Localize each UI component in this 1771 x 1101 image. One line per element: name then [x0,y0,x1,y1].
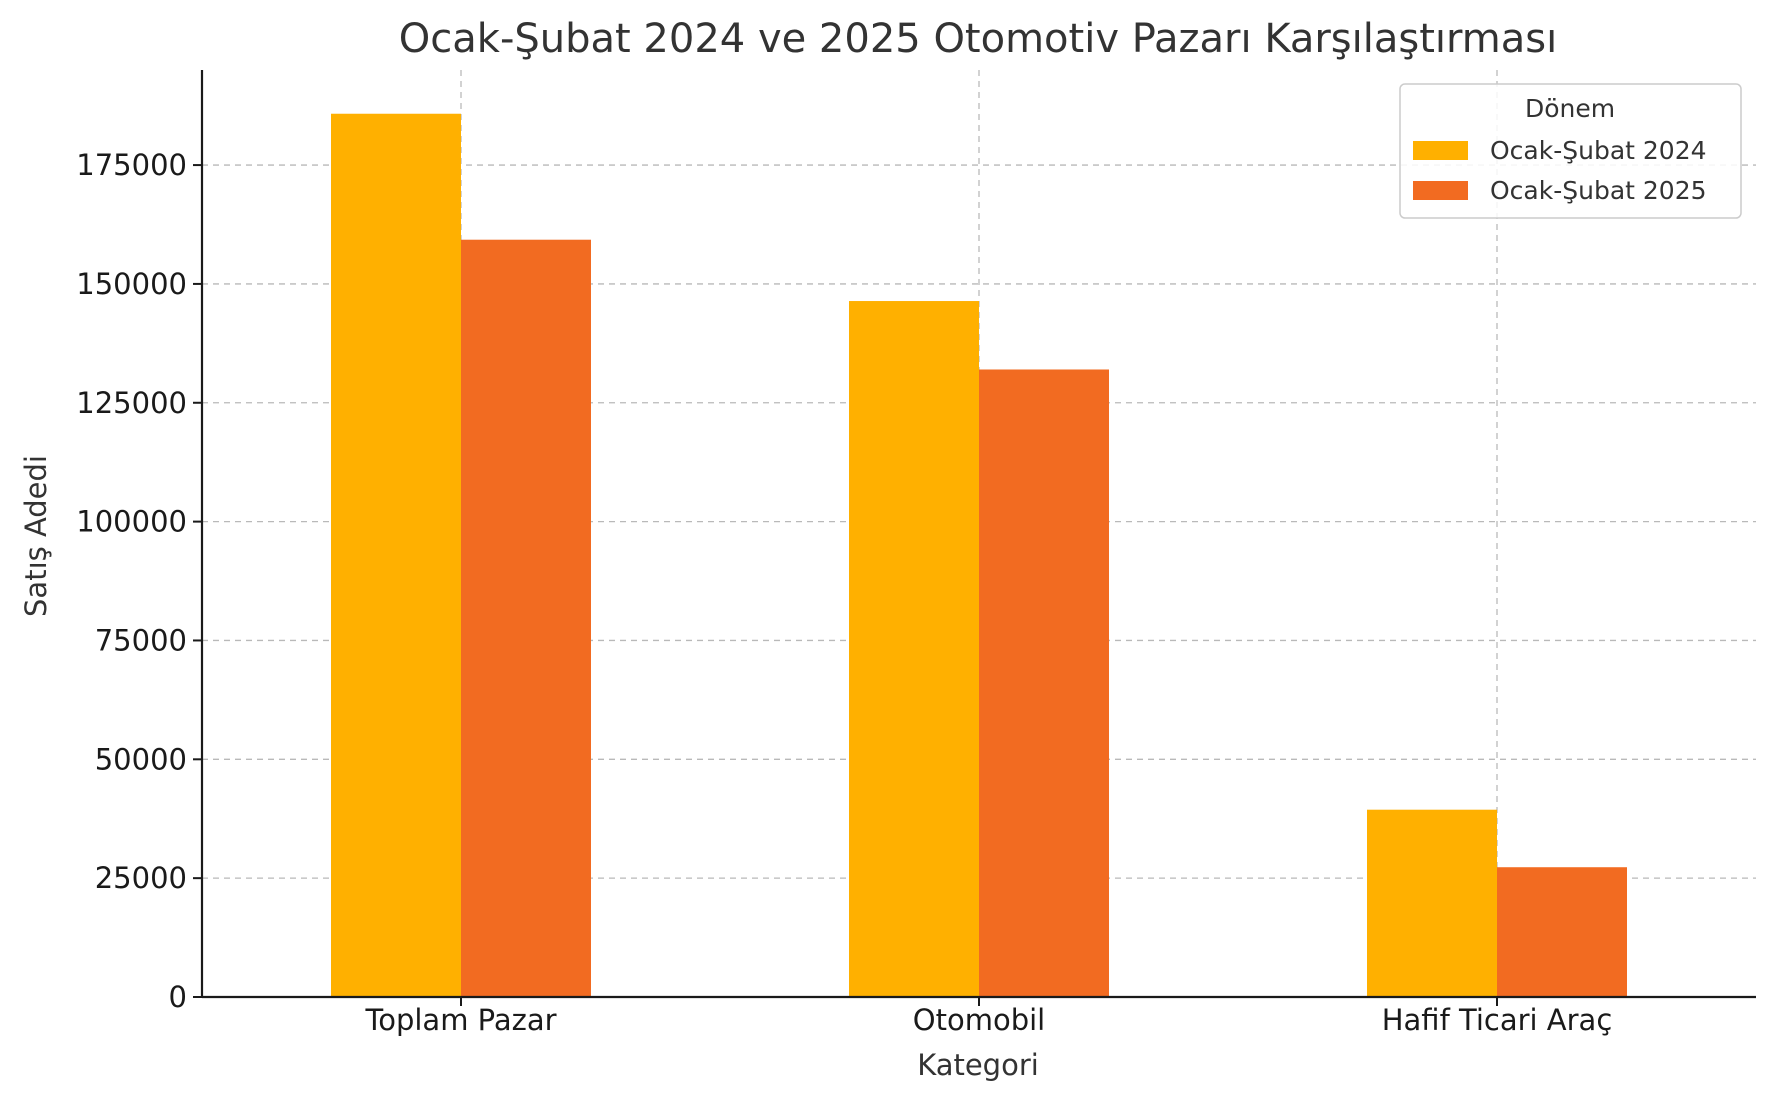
legend: Dönem Ocak-Şubat 2024 Ocak-Şubat 2025 [1399,83,1742,219]
bars [331,113,1627,998]
legend-box [1399,83,1742,219]
bar-2024-0 [331,113,461,998]
bar-2024-2 [1367,809,1497,997]
x-tick-label: Hafif Ticari Araç [1382,1003,1613,1037]
y-tick-label: 0 [169,980,187,1014]
legend-label-2025: Ocak-Şubat 2025 [1490,176,1707,205]
legend-swatch-2025 [1413,181,1468,200]
legend-title: Dönem [1525,94,1615,123]
y-tick-label: 50000 [95,742,187,776]
y-tick-label: 175000 [76,148,187,182]
x-axis-ticks: Toplam Pazar Otomobil Hafif Ticari Araç [364,997,1612,1037]
legend-swatch-2024 [1413,141,1468,160]
y-tick-label: 25000 [95,861,187,895]
bar-2025-1 [979,369,1109,997]
bar-2025-0 [461,239,591,998]
y-tick-label: 150000 [76,267,187,301]
x-tick-label: Otomobil [913,1003,1045,1037]
y-tick-label: 100000 [76,505,187,539]
y-axis-ticks: 0 25000 50000 75000 100000 125000 150000 175000 [76,148,202,1014]
x-axis-label: Kategori [917,1048,1039,1082]
y-axis-label: Satış Adedi [19,455,53,617]
bar-2025-2 [1497,867,1627,997]
y-tick-label: 75000 [95,623,187,657]
y-tick-label: 125000 [76,386,187,420]
x-tick-label: Toplam Pazar [364,1003,556,1037]
bar-2024-1 [849,301,979,997]
chart-title: Ocak-Şubat 2024 ve 2025 Otomotiv Pazarı … [399,16,1557,62]
legend-label-2024: Ocak-Şubat 2024 [1490,136,1707,165]
